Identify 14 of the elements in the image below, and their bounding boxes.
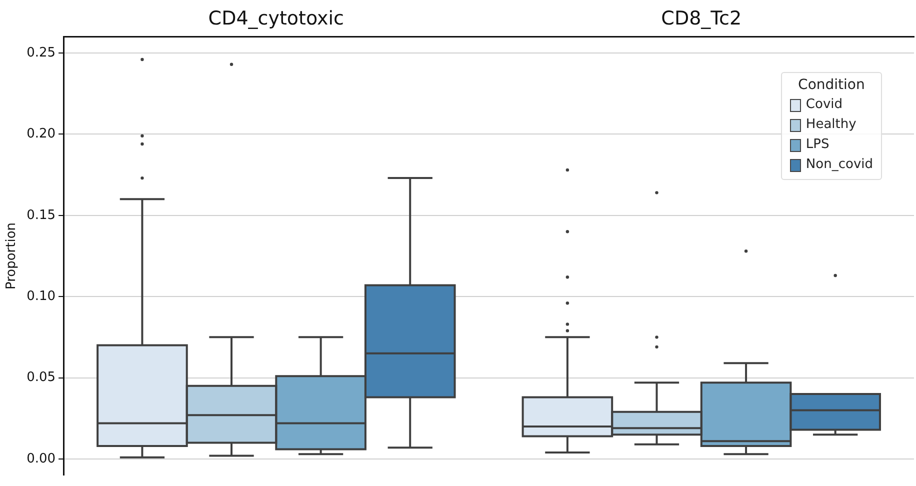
legend-label: Covid [806,96,843,114]
y-tick-label: 0.10 [26,288,56,304]
y-tick-label: 0.25 [26,45,56,60]
y-tick-label: 0.05 [26,370,56,386]
y-tick-label: 0.15 [26,208,56,223]
legend-label: LPS [806,136,830,154]
x-tick-label: CD8_Tc2 [661,7,742,30]
y-tick-label: 0.00 [26,451,56,466]
x-tick-label: CD4_cytotoxic [208,7,344,30]
y-axis-title: Proportion [4,222,20,290]
legend-label: Healthy [806,116,856,134]
legend-label: Non_covid [806,156,873,174]
y-tick-label: 0.20 [26,126,56,142]
legend-title: Condition [797,77,866,93]
